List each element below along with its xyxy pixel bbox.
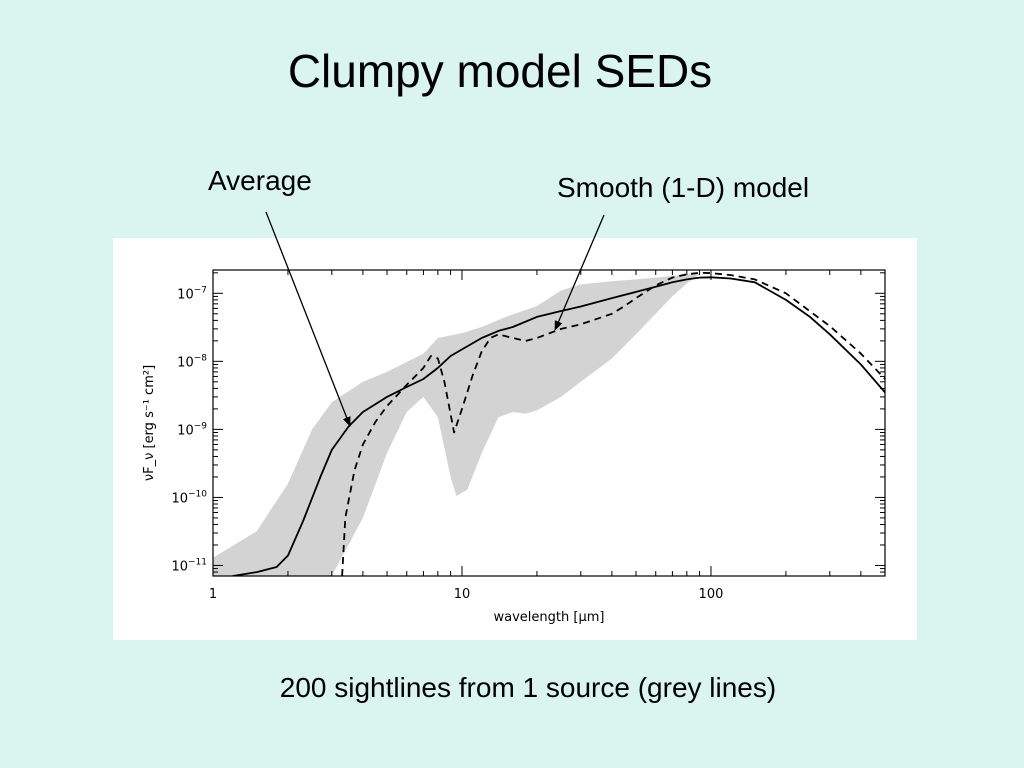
average-series-line	[232, 276, 885, 576]
sed-chart: 1 10 100 10−11 10−10 10−9 10−8 10−7 wavelength …	[142, 269, 886, 625]
slide-caption: 200 sightlines from 1 source (grey lines…	[279, 672, 777, 703]
smooth-model-series-line	[341, 271, 885, 576]
callout-smooth-model-label: Smooth (1-D) model	[557, 172, 810, 203]
ticks-layer	[212, 270, 886, 577]
y-axis-label: νF_ν [erg s⁻¹ cm²]	[142, 365, 157, 481]
y-tick-label: 10−11	[171, 557, 207, 574]
x-tick-label: 1	[209, 587, 217, 602]
chart-panel: 1 10 100 10−11 10−10 10−9 10−8 10−7 wavelength …	[113, 238, 917, 640]
x-axis-label: wavelength [µm]	[494, 610, 605, 625]
y-tick-label: 10−9	[177, 421, 207, 438]
y-tick-label: 10−7	[177, 285, 207, 302]
x-tick-label: 10	[454, 587, 471, 602]
x-tick-label: 100	[699, 587, 724, 602]
series-layer	[232, 271, 885, 576]
y-tick-label: 10−10	[171, 489, 207, 506]
plot-frame	[212, 269, 886, 577]
tick-labels-layer: 1 10 100 10−11 10−10 10−9 10−8 10−7	[171, 285, 723, 602]
callout-average-label: Average	[208, 165, 312, 196]
slide-title: Clumpy model SEDs	[287, 45, 713, 97]
y-tick-label: 10−8	[177, 353, 207, 370]
